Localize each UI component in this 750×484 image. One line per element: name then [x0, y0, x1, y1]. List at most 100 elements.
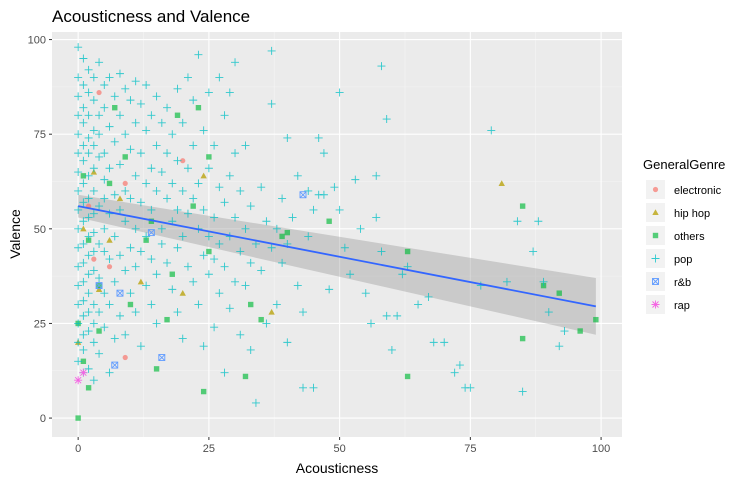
data-point-cross [299, 191, 307, 199]
data-point [153, 366, 160, 372]
data-point [248, 301, 254, 308]
data-point [356, 224, 365, 233]
data-point [498, 180, 505, 186]
data-point [288, 213, 297, 222]
data-point [95, 308, 104, 317]
data-point [393, 311, 402, 320]
data-point [84, 133, 93, 142]
data-point [95, 202, 104, 211]
data-point [251, 398, 260, 407]
data-point [173, 84, 182, 93]
data-point [89, 209, 98, 218]
data-point [174, 112, 181, 118]
y-axis-ticks: 0 25 50 75 100 [28, 35, 52, 425]
data-point [122, 180, 128, 187]
data-point [115, 111, 124, 120]
data-point [220, 111, 229, 120]
data-point [95, 152, 104, 161]
data-point [105, 255, 114, 264]
data-point [80, 173, 87, 179]
data-point [84, 111, 93, 120]
data-point [335, 205, 344, 214]
data-point [105, 209, 114, 218]
data-point [283, 133, 292, 142]
data-point [74, 376, 83, 385]
data-point [267, 243, 276, 252]
data-point [95, 286, 103, 292]
data-point [466, 383, 475, 392]
data-point [142, 281, 151, 290]
data-point [79, 141, 88, 150]
data-point [100, 80, 109, 89]
x-tick-label: 25 [203, 443, 215, 455]
x-axis-title: Acousticness [296, 460, 378, 476]
x-tick-label: 50 [333, 443, 345, 455]
data-point [429, 338, 438, 347]
data-point [89, 300, 98, 309]
data-point [79, 239, 88, 248]
data-point [111, 361, 119, 369]
data-point [106, 264, 113, 270]
legend-label: pop [674, 254, 692, 266]
data-point [121, 84, 130, 93]
data-point [204, 88, 213, 97]
data-point [220, 198, 229, 207]
legend-label: hip hop [674, 208, 710, 220]
data-point [131, 308, 140, 317]
data-point [164, 316, 170, 323]
data-point [84, 327, 93, 336]
data-point [79, 345, 88, 354]
data-point [136, 99, 145, 108]
data-point [106, 180, 113, 187]
data-point [518, 387, 527, 396]
data-point [215, 183, 224, 192]
data-point [183, 209, 192, 218]
data-point [95, 349, 104, 358]
data-point [79, 198, 88, 207]
data-point [115, 205, 124, 214]
data-point [110, 190, 119, 199]
data-point-cross [652, 278, 659, 285]
data-point [131, 224, 140, 233]
data-point [236, 247, 245, 256]
data-point [173, 156, 182, 165]
data-point [75, 415, 81, 421]
data-point [257, 266, 266, 275]
data-point [84, 171, 93, 180]
data-point [126, 145, 135, 154]
data-point [268, 308, 275, 315]
data-point [476, 281, 485, 290]
data-point [319, 149, 328, 158]
data-point [131, 262, 140, 271]
legend-label: electronic [674, 185, 722, 197]
data-point [231, 213, 240, 222]
data-point [304, 232, 313, 241]
data-point [105, 122, 114, 131]
data-point [89, 228, 98, 237]
data-point [142, 179, 151, 188]
data-point [157, 118, 166, 127]
data-point [283, 338, 292, 347]
y-tick-label: 50 [34, 224, 46, 236]
data-point [100, 224, 109, 233]
data-point [204, 270, 213, 279]
legend-item-electronic: electronic [646, 180, 722, 199]
data-point [147, 111, 156, 120]
data-point [136, 342, 145, 351]
x-tick-label: 75 [464, 443, 476, 455]
data-point [314, 133, 323, 142]
data-point [257, 183, 266, 192]
data-point [278, 194, 287, 203]
data-point [372, 213, 381, 222]
regression-line [77, 205, 597, 308]
data-point [74, 262, 83, 271]
data-point [236, 330, 245, 339]
data-point [74, 186, 83, 195]
data-point-cross [116, 289, 124, 297]
data-point [194, 300, 203, 309]
data-point [519, 335, 526, 342]
data-point [246, 345, 255, 354]
data-point [262, 217, 271, 226]
legend-item-hip-hop: hip hop [646, 203, 710, 222]
data-point [147, 205, 156, 214]
